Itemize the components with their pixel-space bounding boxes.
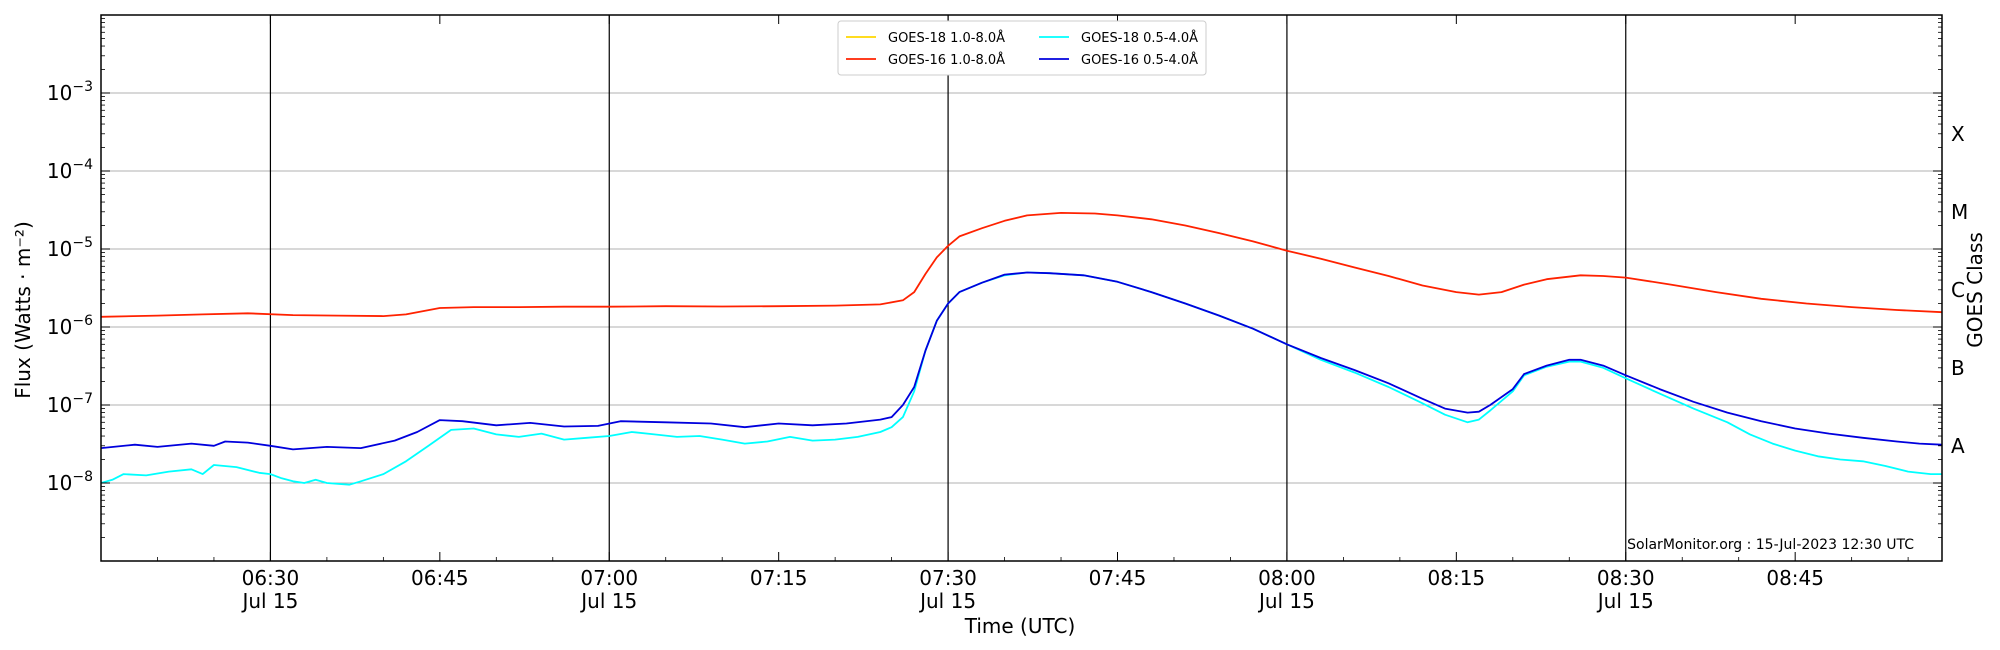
x-tick-label: 07:30 <box>919 566 977 590</box>
x-tick-label: 07:45 <box>1089 566 1147 590</box>
series-lines <box>100 212 1943 486</box>
x-tick-label: 08:15 <box>1428 566 1486 590</box>
legend-label: GOES-16 0.5-4.0Å <box>1081 52 1198 68</box>
goes-class-label: M <box>1951 200 1968 224</box>
legend-label: GOES-16 1.0-8.0Å <box>888 52 1005 68</box>
y-tick-label: 10−5 <box>47 235 93 261</box>
y-tick-label: 10−3 <box>47 79 93 105</box>
series-line-3 <box>100 271 1943 451</box>
x-tick-label: 08:45 <box>1766 566 1824 590</box>
footer-credit: SolarMonitor.org : 15-Jul-2023 12:30 UTC <box>1627 537 1914 553</box>
x-tick-label: 08:30 <box>1597 566 1655 590</box>
x-tick-label: 08:00 <box>1258 566 1316 590</box>
x-tick-date-label: Jul 15 <box>579 589 637 613</box>
x-axis-title: Time (UTC) <box>964 614 1076 638</box>
x-tick-label: 06:30 <box>242 566 300 590</box>
legend-label: GOES-18 1.0-8.0Å <box>888 30 1005 46</box>
y-tick-label: 10−6 <box>47 313 93 339</box>
x-tick-label: 07:15 <box>750 566 808 590</box>
series-line-1 <box>100 212 1943 318</box>
y-tick-label: 10−7 <box>47 391 93 417</box>
legend: GOES-18 1.0-8.0Å GOES-16 1.0-8.0Å GOES-18 … <box>837 20 1207 76</box>
goes-class-labels: X M C B A <box>1951 122 1968 458</box>
y-tick-label: 10−4 <box>47 157 93 183</box>
day-markers <box>269 15 1627 561</box>
horizontal-grid <box>101 92 1942 484</box>
x-tick-label: 06:45 <box>411 566 469 590</box>
goes-class-label: B <box>1951 356 1965 380</box>
legend-label: GOES-18 0.5-4.0Å <box>1081 30 1198 46</box>
x-tick-date-label: Jul 15 <box>1257 589 1315 613</box>
series-line-2 <box>100 271 1942 486</box>
goes-class-label: X <box>1951 122 1965 146</box>
goes-class-label: A <box>1951 434 1965 458</box>
y-axis-title: Flux (Watts · m⁻²) <box>11 221 35 399</box>
x-tick-date-label: Jul 15 <box>240 589 298 613</box>
y-axis-ticks: 10−8 10−7 10−6 10−5 10−4 10−3 <box>47 18 1942 538</box>
right-axis-title: GOES Class <box>1963 232 1987 348</box>
plot-frame <box>100 14 1943 562</box>
x-tick-date-label: Jul 15 <box>1596 589 1654 613</box>
x-tick-date-label: Jul 15 <box>918 589 976 613</box>
goes-class-label: C <box>1951 278 1965 302</box>
x-tick-label: 07:00 <box>580 566 638 590</box>
y-tick-label: 10−8 <box>47 469 93 495</box>
legend-box <box>837 20 1207 76</box>
